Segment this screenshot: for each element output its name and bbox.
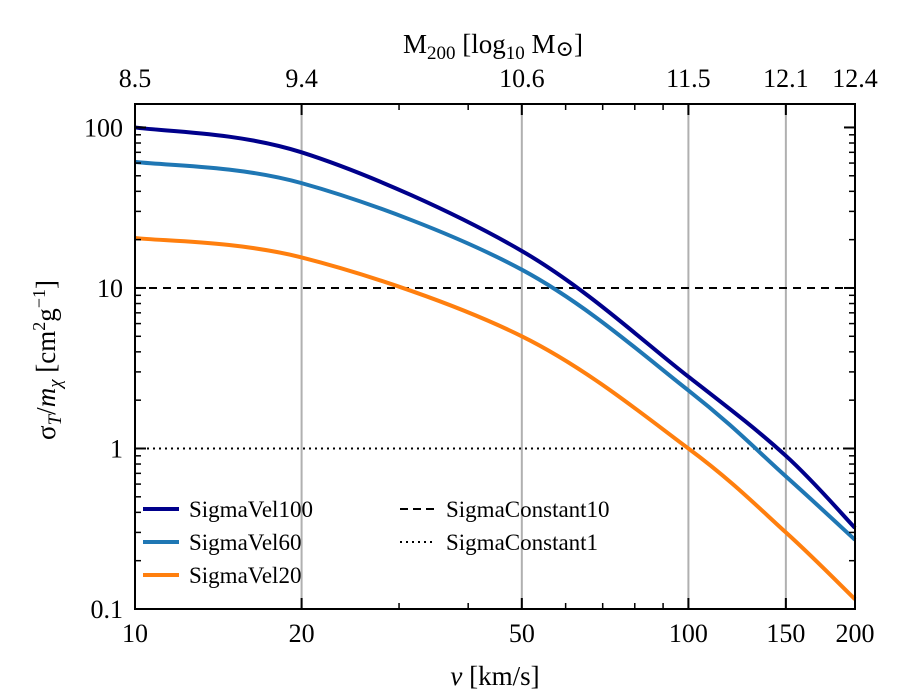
tick-labels: 10 20 50 100 150 200 8.5 9.4 10.6 11.5 12.1 12.4 0.1…: [84, 64, 878, 648]
legend: SigmaVel100 SigmaVel60 SigmaVel20 SigmaCons…: [143, 497, 610, 588]
x-tick-label: 150: [766, 619, 805, 648]
series-line-sigmavel60: [134, 159, 857, 542]
gridlines: [300, 104, 787, 609]
top-tick-label: 12.4: [832, 64, 878, 93]
legend-label-sigmavel100: SigmaVel100: [189, 497, 313, 522]
legend-label-sigmaconstant1: SigmaConstant1: [446, 530, 598, 555]
legend-label-sigmaconstant10: SigmaConstant10: [446, 497, 610, 522]
y-tick-label: 1: [110, 434, 123, 463]
top-tick-label: 9.4: [285, 64, 318, 93]
x-tick-label: 20: [289, 619, 315, 648]
top-tick-label: 8.5: [119, 64, 152, 93]
legend-label-sigmavel60: SigmaVel60: [189, 530, 301, 555]
legend-label-sigmavel20: SigmaVel20: [189, 563, 301, 588]
x-tick-label: 200: [836, 619, 875, 648]
top-tick-label: 11.5: [666, 64, 711, 93]
y-tick-label: 0.1: [91, 595, 124, 624]
series-line-sigmavel100: [134, 125, 857, 530]
x-tick-label: 50: [509, 619, 535, 648]
top-axis-title: M200 [log10 M⊙]: [403, 29, 583, 64]
x-axis-title: v [km/s]: [450, 661, 539, 691]
y-tick-label: 10: [97, 274, 123, 303]
top-tick-label: 12.1: [763, 64, 809, 93]
y-tick-label: 100: [84, 113, 123, 142]
series-lines: [134, 125, 857, 601]
y-axis-title: σT/mχ [cm2g−1]: [29, 280, 66, 440]
x-tick-label: 10: [122, 619, 148, 648]
series-line-sigmavel20: [134, 235, 857, 601]
x-tick-label: 100: [669, 619, 708, 648]
plot-frame: [134, 103, 856, 610]
top-tick-label: 10.6: [499, 64, 545, 93]
